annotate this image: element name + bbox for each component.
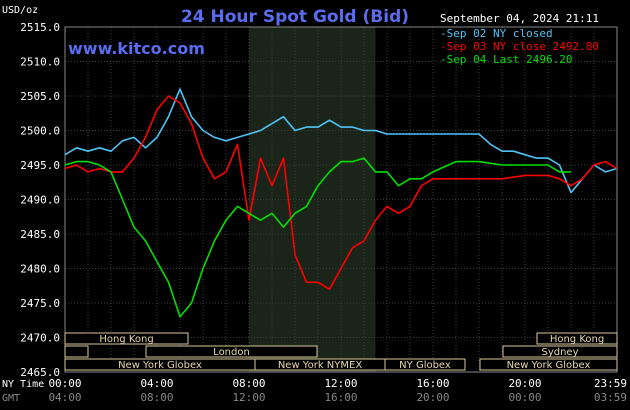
session-bar xyxy=(502,345,618,358)
x-axis: 00:0004:0004:0008:0008:0012:0012:0016:00… xyxy=(2,377,627,404)
legend: -Sep 02 NY closed-Sep 03 NY close 2492.8… xyxy=(440,27,599,66)
y-tick-label: 2490.0 xyxy=(20,194,60,207)
legend-entry: -Sep 04 Last 2496.20 xyxy=(440,53,572,66)
y-tick-label: 2480.0 xyxy=(20,263,60,276)
y-tick-label: 2475.0 xyxy=(20,297,60,310)
session-bar xyxy=(64,332,189,345)
series-line xyxy=(64,95,618,291)
session-label: New York Globex xyxy=(507,360,591,371)
plot-frame xyxy=(64,26,618,373)
session-label: Hong Kong xyxy=(99,334,153,345)
series-line xyxy=(64,157,571,318)
plot-highlight xyxy=(249,27,376,372)
chart-title: 24 Hour Spot Gold (Bid) xyxy=(181,7,409,27)
x-axis-label-ny: NY Time xyxy=(2,379,44,390)
session-bar xyxy=(145,345,318,358)
session-label: London xyxy=(213,347,250,358)
session-bar xyxy=(384,358,466,371)
chart-date: September 04, 2024 21:11 xyxy=(440,12,599,25)
market-sessions: Hong Kong Hong Kong London Sydney New York G… xyxy=(64,332,618,371)
y-tick-label: 2500.0 xyxy=(20,125,60,138)
session-label: New York NYMEX xyxy=(278,360,363,371)
unit-label: USD/oz xyxy=(2,5,38,16)
legend-entry: -Sep 02 NY closed xyxy=(440,27,553,40)
session-label: Sydney xyxy=(541,347,578,358)
y-tick-label: 2515.0 xyxy=(20,21,60,34)
x-tick-label-ny: 04:00 xyxy=(140,377,173,390)
session-label: New York Globex xyxy=(118,360,202,371)
y-tick-label: 2495.0 xyxy=(20,159,60,172)
x-tick-label-ny: 23:59 xyxy=(594,377,627,390)
x-tick-label-ny: 16:00 xyxy=(416,377,449,390)
y-tick-label: 2505.0 xyxy=(20,90,60,103)
x-tick-label-ny: 00:00 xyxy=(48,377,81,390)
x-tick-label-ny: 20:00 xyxy=(508,377,541,390)
session-label: NY Globex xyxy=(399,360,451,371)
y-tick-label: 2510.0 xyxy=(20,56,60,69)
x-tick-label-ny: 12:00 xyxy=(324,377,357,390)
x-tick-label-gmt: 12:00 xyxy=(232,391,265,404)
y-tick-label: 2465.0 xyxy=(20,366,60,379)
x-tick-label-gmt: 08:00 xyxy=(140,391,173,404)
session-label: Hong Kong xyxy=(550,334,604,345)
series-lines xyxy=(64,88,618,318)
watermark: www.kitco.com xyxy=(68,39,205,58)
session-bar xyxy=(479,358,618,371)
session-bar xyxy=(536,332,618,345)
y-axis: 2515.0 2510.0 2505.0 2500.0 2495.0 2490.0 2485… xyxy=(20,21,60,379)
x-tick-label-gmt: 16:00 xyxy=(324,391,357,404)
x-tick-label-gmt: 03:59 xyxy=(594,391,627,404)
session-bar xyxy=(64,345,89,358)
y-tick-label: 2485.0 xyxy=(20,228,60,241)
x-tick-label-ny: 08:00 xyxy=(232,377,265,390)
series-line xyxy=(64,88,618,194)
x-axis-label-gmt: GMT xyxy=(2,393,20,404)
legend-entry: -Sep 03 NY close 2492.80 xyxy=(440,40,599,53)
x-tick-label-gmt: 04:00 xyxy=(48,391,81,404)
x-tick-label-gmt: 00:00 xyxy=(508,391,541,404)
x-tick-label-gmt: 20:00 xyxy=(416,391,449,404)
y-tick-label: 2470.0 xyxy=(20,332,60,345)
